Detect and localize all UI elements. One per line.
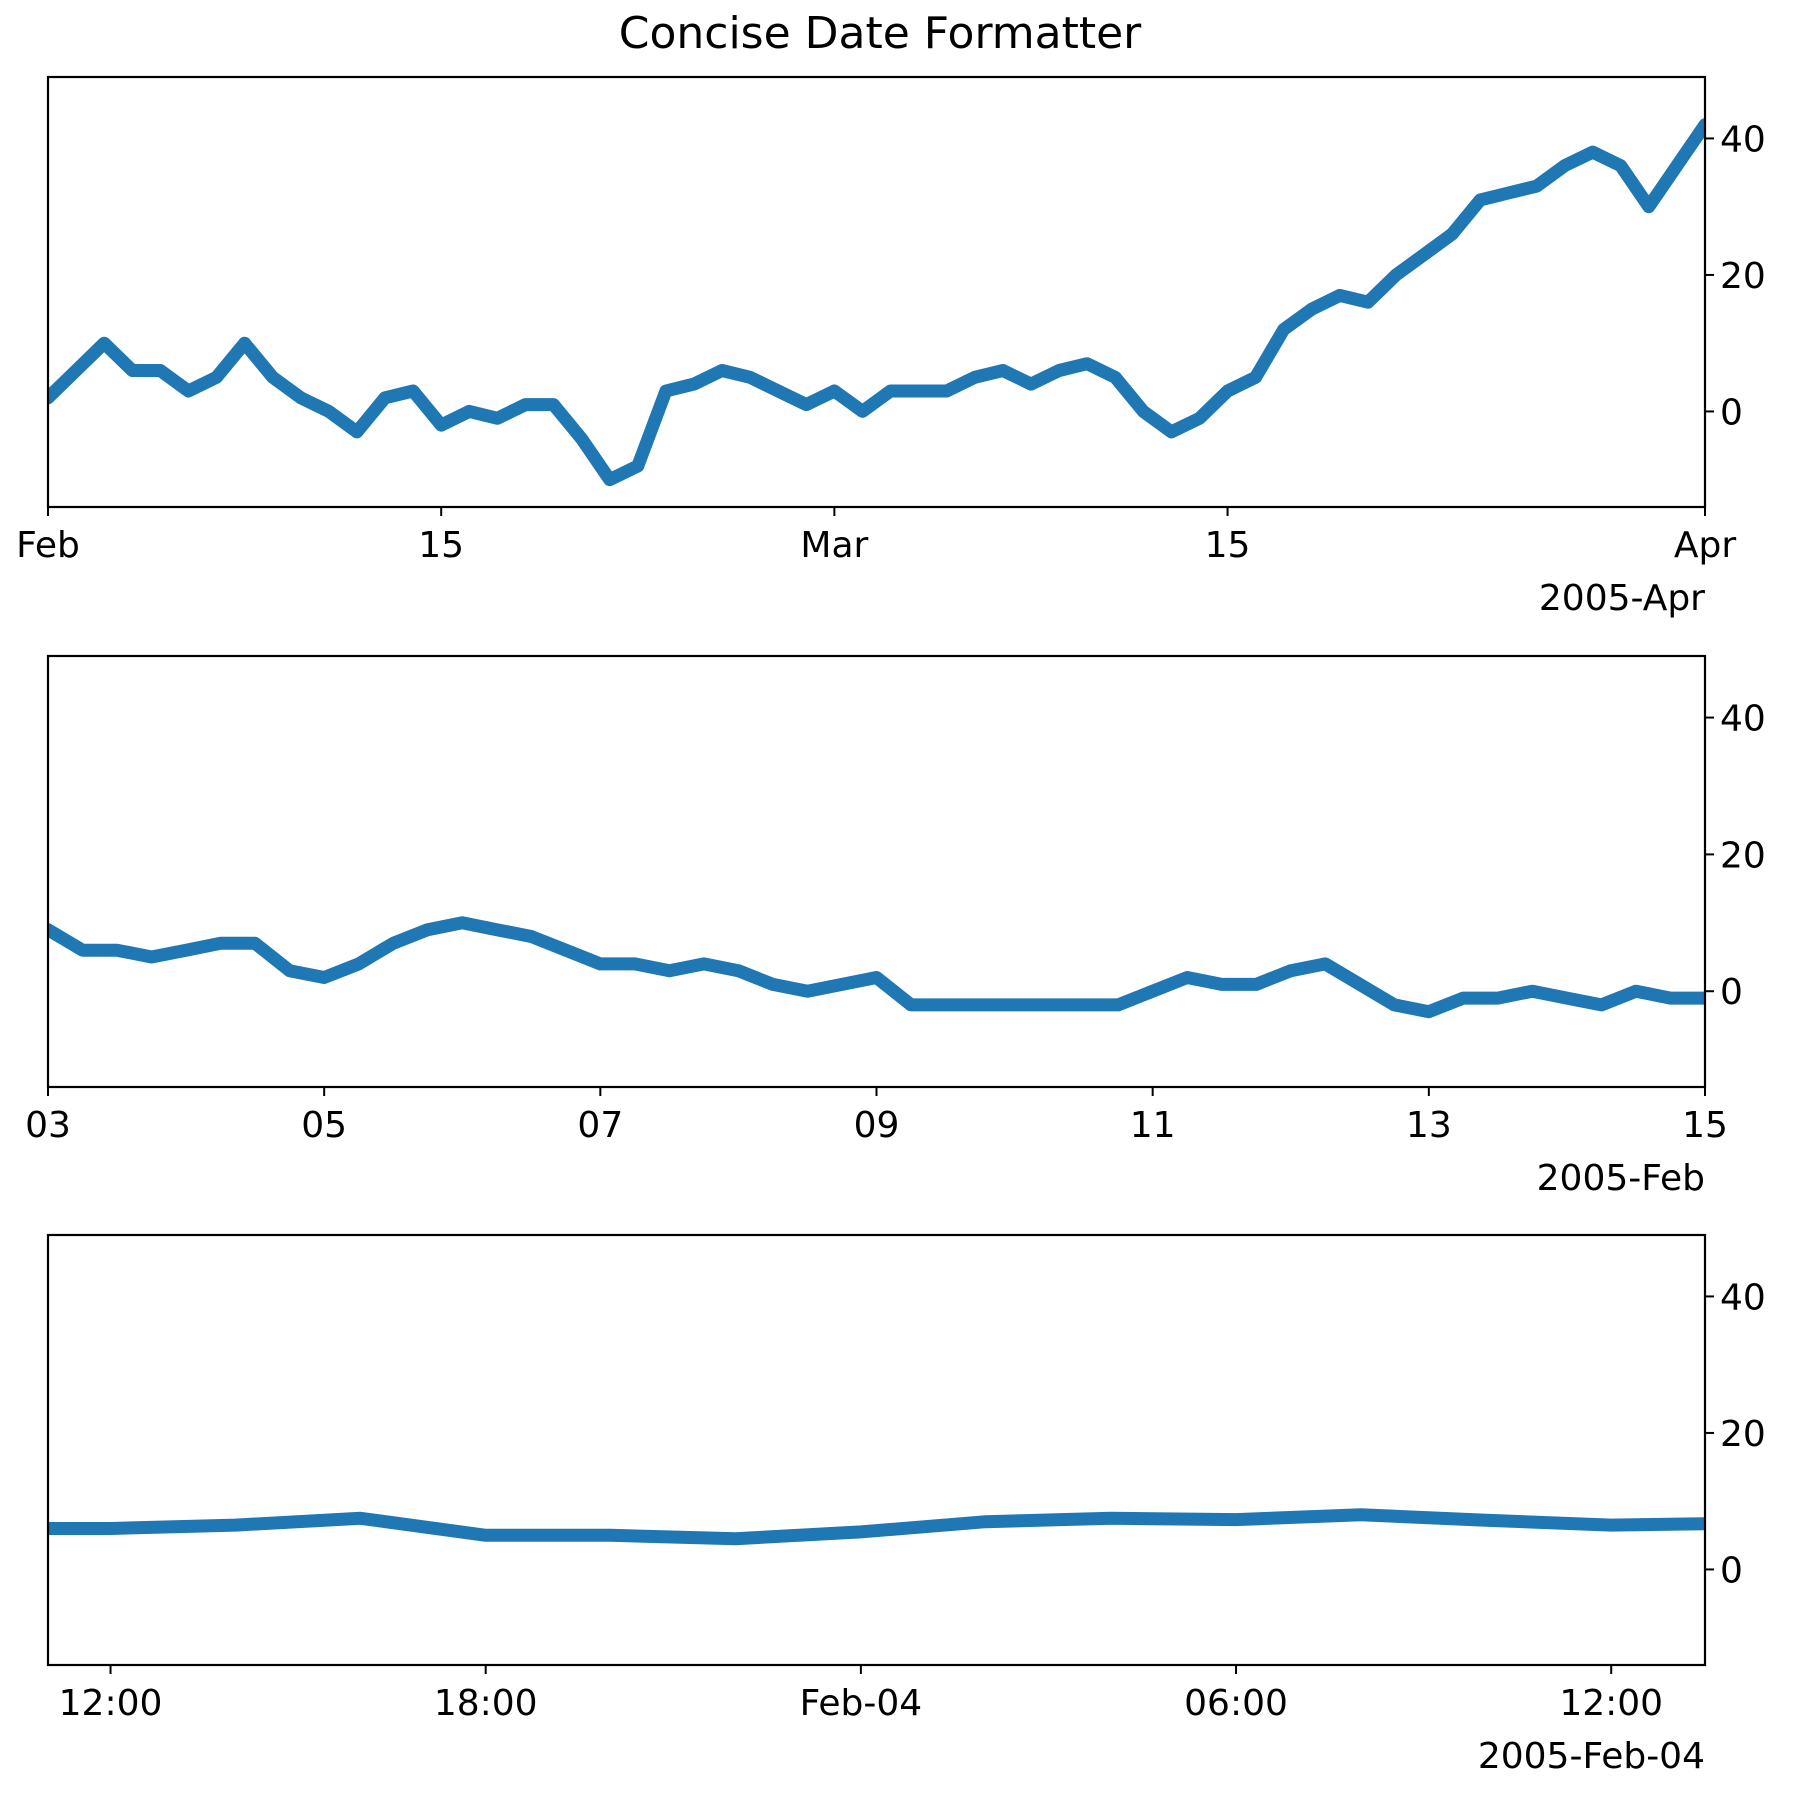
- x-tick-label-middle-1: 05: [301, 1105, 347, 1146]
- chart-panel-top: 0 20 40 Feb 15 Mar 15 Apr 2005-Apr: [16, 75, 1766, 619]
- x-offset-label-bottom: 2005-Feb-04: [1478, 1736, 1705, 1777]
- x-tick-label-middle-4: 11: [1130, 1105, 1176, 1146]
- x-tick-label-top-3: 15: [1205, 525, 1251, 566]
- x-tick-label-middle-3: 09: [854, 1105, 900, 1146]
- x-tick-label-top-0: Feb: [16, 525, 80, 566]
- y-tick-label-middle-1: 20: [1720, 835, 1766, 876]
- x-tick-label-middle-2: 07: [577, 1105, 623, 1146]
- x-tick-label-bottom-4: 12:00: [1559, 1683, 1663, 1724]
- y-tick-label-top-0: 0: [1720, 392, 1743, 433]
- x-tick-label-bottom-2: Feb-04: [800, 1683, 923, 1724]
- axes-frame-bottom: [46, 1233, 1707, 1667]
- y-tick-label-top-1: 20: [1720, 256, 1766, 297]
- series-line-bottom-0: [48, 1508, 1705, 1546]
- y-tick-label-bottom-1: 20: [1720, 1414, 1766, 1455]
- axes-frame-top: [46, 75, 1707, 509]
- figure-title: Concise Date Formatter: [619, 8, 1142, 59]
- x-tick-label-top-1: 15: [418, 525, 464, 566]
- x-offset-label-top: 2005-Apr: [1539, 578, 1705, 619]
- chart-panel-bottom: 0 20 40 12:00 18:00 Feb-04 06:00 12:00 2005-Feb-…: [46, 1233, 1766, 1777]
- y-tick-label-bottom-0: 0: [1720, 1550, 1743, 1591]
- series-line-top-0: [48, 118, 1705, 487]
- y-tick-label-top-2: 40: [1720, 119, 1766, 160]
- x-tick-label-middle-5: 13: [1406, 1105, 1452, 1146]
- axes-frame-middle: [46, 654, 1707, 1089]
- series-line-middle-0: [48, 916, 1705, 1019]
- y-tick-label-middle-0: 0: [1720, 972, 1743, 1013]
- chart-panel-middle: 0 20 40 03 05 07 09 11 13 15 2005-Feb: [25, 654, 1766, 1199]
- y-tick-label-middle-2: 40: [1720, 699, 1766, 740]
- x-tick-label-top-2: Mar: [800, 525, 868, 566]
- x-tick-label-middle-0: 03: [25, 1105, 71, 1146]
- x-tick-label-middle-6: 15: [1682, 1105, 1728, 1146]
- x-offset-label-middle: 2005-Feb: [1537, 1158, 1705, 1199]
- x-tick-label-top-4: Apr: [1674, 525, 1736, 566]
- y-tick-label-bottom-2: 40: [1720, 1277, 1766, 1318]
- x-tick-label-bottom-0: 12:00: [59, 1683, 163, 1724]
- x-tick-label-bottom-3: 06:00: [1184, 1683, 1288, 1724]
- x-tick-label-bottom-1: 18:00: [434, 1683, 538, 1724]
